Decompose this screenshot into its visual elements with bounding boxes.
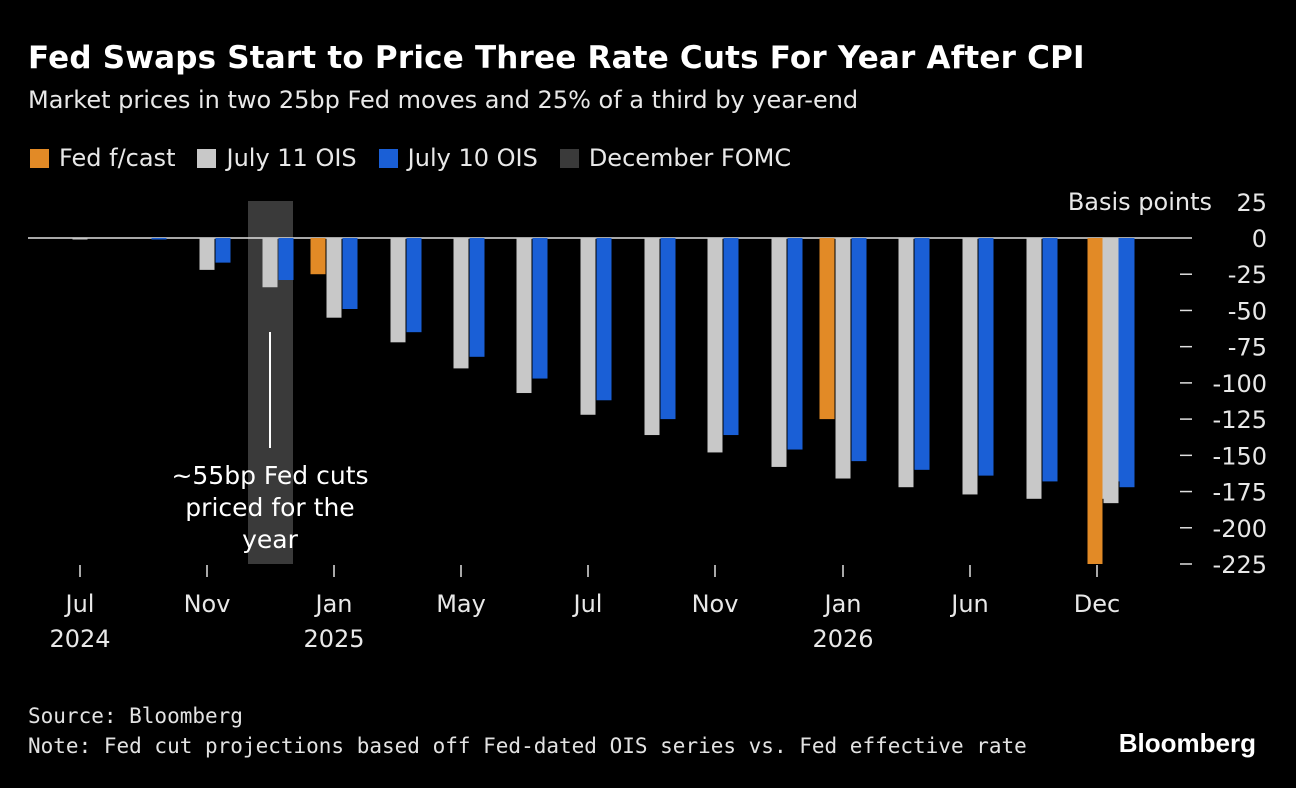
bar-july-11-ois-9	[644, 238, 660, 436]
bar-july-10-ois-15	[1042, 238, 1058, 482]
y-tick-label-7: -150	[1213, 442, 1267, 470]
bar-july-11-ois-5	[390, 238, 406, 343]
legend-label-july-11-ois: July 11 OIS	[226, 144, 357, 172]
legend-swatch-july-11-ois	[197, 148, 217, 168]
x-year-label-2: 2025	[303, 625, 364, 653]
legend-swatch-december-fomc	[559, 148, 579, 168]
y-tick-label-4: -75	[1228, 334, 1267, 362]
y-tick-label-8: -175	[1213, 479, 1267, 507]
annotation-text-line-0: ~55bp Fed cuts	[171, 461, 368, 490]
legend-label-fed-forecast: Fed f/cast	[59, 144, 176, 172]
x-tick-label-1: Nov	[184, 590, 231, 618]
bar-july-10-ois-7	[532, 238, 548, 379]
legend-label-december-fomc: December FOMC	[588, 144, 792, 172]
legend-item-december-fomc: December FOMC	[559, 144, 792, 172]
bar-july-11-ois-11	[771, 238, 787, 467]
x-tick-label-5: Nov	[692, 590, 739, 618]
legend-item-july-10-ois: July 10 OIS	[378, 144, 538, 172]
y-tick-label-2: -25	[1228, 261, 1267, 289]
bar-july-10-ois-4	[342, 238, 358, 309]
bar-fed-forecast-12	[819, 238, 835, 420]
bar-july-11-ois-2	[199, 238, 215, 270]
bar-july-11-ois-0	[72, 238, 88, 240]
x-tick-label-8: Dec	[1074, 590, 1120, 618]
x-tick-label-7: Jun	[949, 590, 989, 618]
y-axis-label: Basis points	[1068, 188, 1212, 216]
bar-july-11-ois-8	[580, 238, 596, 415]
bar-july-11-ois-12	[835, 238, 851, 479]
bar-july-11-ois-14	[962, 238, 978, 495]
bar-july-11-ois-10	[707, 238, 723, 453]
bar-july-11-ois-6	[453, 238, 469, 369]
y-tick-label-3: -50	[1228, 297, 1267, 325]
annotation-text-line-2: year	[242, 525, 298, 554]
bar-fed-forecast-4	[310, 238, 326, 275]
x-tick-label-2: Jan	[314, 590, 353, 618]
bar-july-10-ois-2	[215, 238, 231, 263]
legend-swatch-fed-forecast	[30, 148, 49, 168]
bloomberg-logo: Bloomberg	[1118, 728, 1256, 758]
y-tick-label-5: -100	[1213, 370, 1267, 398]
legend-item-fed-forecast: Fed f/cast	[30, 144, 175, 172]
bar-july-11-ois-3	[262, 238, 278, 288]
x-tick-label-6: Jan	[823, 590, 862, 618]
x-tick-label-3: May	[436, 590, 486, 618]
legend-item-july-11-ois: July 11 OIS	[197, 144, 357, 172]
chart-subtitle: Market prices in two 25bp Fed moves and …	[28, 86, 859, 114]
bar-july-10-ois-5	[406, 238, 422, 333]
legend-label-july-10-ois: July 10 OIS	[407, 144, 538, 172]
bar-july-10-ois-17	[1119, 238, 1135, 488]
bar-july-10-ois-9	[660, 238, 676, 420]
y-tick-label-9: -200	[1213, 515, 1267, 543]
bar-july-10-ois-14	[978, 238, 994, 476]
bar-july-10-ois-1	[151, 238, 167, 240]
x-tick-label-0: Jul	[64, 590, 95, 618]
chart-legend: Fed f/cast July 11 OIS July 10 OIS Decem…	[30, 144, 813, 172]
y-tick-label-0: 25	[1236, 189, 1267, 217]
bar-july-10-ois-3	[278, 238, 294, 281]
bar-july-10-ois-8	[596, 238, 612, 401]
annotation-text-line-1: priced for the	[185, 493, 354, 522]
x-year-label-0: 2024	[49, 625, 110, 653]
source-note: Source: Bloomberg	[28, 704, 243, 728]
chart-title: Fed Swaps Start to Price Three Rate Cuts…	[28, 40, 1085, 76]
bar-july-10-ois-10	[723, 238, 739, 436]
y-tick-label-10: -225	[1213, 551, 1267, 579]
bar-july-11-ois-17	[1103, 238, 1119, 504]
legend-swatch-july-10-ois	[378, 148, 398, 168]
y-tick-label-1: 0	[1252, 225, 1267, 253]
bar-july-10-ois-11	[787, 238, 803, 450]
y-tick-label-6: -125	[1213, 406, 1267, 434]
bar-fed-forecast-17	[1087, 238, 1103, 564]
bar-july-11-ois-7	[516, 238, 532, 394]
bar-july-11-ois-4	[326, 238, 342, 318]
bar-july-10-ois-12	[851, 238, 867, 462]
x-year-label-6: 2026	[812, 625, 873, 653]
x-tick-label-4: Jul	[572, 590, 603, 618]
methodology-note: Note: Fed cut projections based off Fed-…	[28, 734, 1027, 758]
bar-july-10-ois-6	[469, 238, 485, 357]
bar-july-11-ois-13	[898, 238, 914, 488]
bar-july-11-ois-15	[1026, 238, 1042, 499]
bar-july-10-ois-13	[914, 238, 930, 470]
